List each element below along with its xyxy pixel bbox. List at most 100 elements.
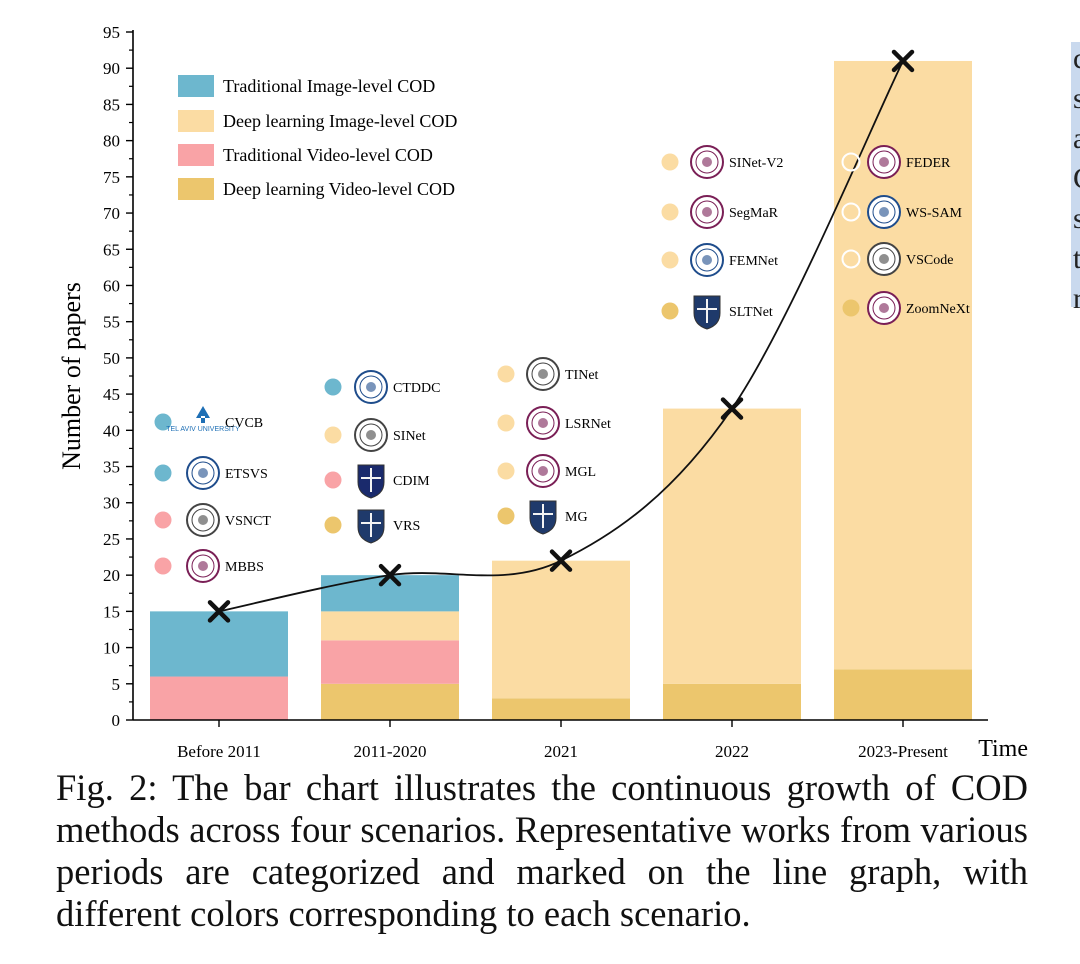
side-fragment-letter: a [1073,122,1080,155]
figure-caption: Fig. 2: The bar chart illustrates the co… [56,767,1028,934]
method-dot-ctddc [324,378,342,396]
method-label-ws-sam: WS-SAM [906,206,963,221]
lsrnet-university-seal-logo-core [538,418,548,428]
y-tick-label: 95 [103,23,120,42]
ctddc-university-seal-logo-inner [359,375,383,399]
method-dot-vrs [324,516,342,534]
y-tick-label: 65 [103,240,120,259]
method-dot-tinet [497,365,515,383]
side-fragment-letter: C [1073,162,1080,196]
method-dot-vsnct [154,511,172,529]
method-label-cdim: CDIM [393,474,430,489]
vsnct-university-seal-logo-core [198,515,208,525]
cvcb-tel-aviv-university-logo [196,406,210,423]
method-label-femnet: FEMNet [729,254,778,269]
method-label-zoomnext: ZoomNeXt [906,302,970,317]
method-label-sinet-v2: SINet-V2 [729,156,783,171]
cropped-side-text: csaCstr [1071,42,1080,342]
x-axis-title: Time [978,736,1028,762]
feder-university-seal-logo-core [879,157,889,167]
method-label-vrs: VRS [393,519,420,534]
cvcb-tel-aviv-university-logo-text: TEL AVIV UNIVERSITY [166,426,240,433]
bar-2011-2020-deep-learning-image-level-cod [321,611,459,641]
legend-label-deep-learning-image-level-cod: Deep learning Image-level COD [223,111,457,131]
mgl-university-seal-logo-inner [531,459,555,483]
legend-swatch-deep-learning-image-level-cod [178,110,214,132]
etsvs-university-seal-logo-core [198,468,208,478]
side-fragment-letter: s [1073,82,1080,115]
y-tick-label: 70 [103,204,120,223]
x-tick-label-before-2011: Before 2011 [177,742,261,761]
y-tick-label: 80 [103,132,120,151]
x-tick-label-2022: 2022 [715,742,749,761]
legend-label-traditional-image-level-cod: Traditional Image-level COD [223,76,435,96]
method-dot-lsrnet [497,414,515,432]
ctddc-university-seal-logo-core [366,382,376,392]
sinet-university-seal-logo-core [366,430,376,440]
bar-2021-deep-learning-video-level-cod [492,698,630,720]
bar-2022-deep-learning-image-level-cod [663,408,801,684]
method-label-cvcb: CVCB [225,416,263,431]
method-label-sltnet: SLTNet [729,305,773,320]
bar-2023-present-deep-learning-video-level-cod [834,669,972,720]
side-fragment-letter: s [1073,202,1080,235]
mgl-university-seal-logo-core [538,466,548,476]
y-tick-label: 20 [103,566,120,585]
lsrnet-university-seal-logo-inner [531,411,555,435]
method-label-segmar: SegMaR [729,206,779,221]
legend-swatch-traditional-video-level-cod [178,144,214,166]
method-dot-sinet-v2 [661,153,679,171]
y-tick-label: 60 [103,276,120,295]
side-fragment-letter: c [1073,42,1080,75]
sltnet-university-crest-logo-cross [697,299,717,323]
method-label-mbbs: MBBS [225,560,264,575]
method-label-ctddc: CTDDC [393,381,440,396]
legend-swatch-traditional-image-level-cod [178,75,214,97]
bar-2011-2020-deep-learning-video-level-cod [321,683,459,720]
x-tick-label-2021: 2021 [544,742,578,761]
y-tick-label: 85 [103,95,120,114]
method-dot-ws-sam [841,202,861,222]
legend-label-deep-learning-video-level-cod: Deep learning Video-level COD [223,179,455,199]
y-axis-title: Number of papers [57,282,86,470]
bar-before-2011-traditional-image-level-cod [150,611,288,677]
method-dot-cvcb [154,413,172,431]
vscode-university-seal-logo-inner [872,247,896,271]
y-tick-label: 0 [112,711,121,730]
zoomnext-university-seal-logo-core [879,303,889,313]
y-tick-label: 50 [103,349,120,368]
method-dot-femnet [661,251,679,269]
trend-marker-2023-present [891,49,915,73]
bar-before-2011-traditional-video-level-cod [150,676,288,720]
method-dot-mg [497,507,515,525]
method-label-feder: FEDER [906,156,951,171]
y-tick-label: 10 [103,639,120,658]
y-tick-label: 35 [103,458,120,477]
segmar-university-seal-logo-inner [695,200,719,224]
y-tick-label: 45 [103,385,120,404]
zoomnext-university-seal-logo-inner [872,296,896,320]
trend-marker-before-2011 [207,600,231,623]
bar-2011-2020-traditional-video-level-cod [321,640,459,684]
ws-sam-university-seal-logo-inner [872,200,896,224]
bar-chart: 0 5 10 15 20 25 30 35 40 45 50 55 60 65 70 75 80 85 90 95 Be… [57,23,1028,762]
mbbs-university-seal-logo-core [198,561,208,571]
vsnct-university-seal-logo-inner [191,508,215,532]
method-dot-etsvs [154,464,172,482]
method-dot-mgl [497,462,515,480]
ws-sam-university-seal-logo-core [879,207,889,217]
side-fragment-letter: r [1073,282,1080,315]
method-dot-sinet [324,426,342,444]
mbbs-university-seal-logo-inner [191,554,215,578]
method-label-sinet: SINet [393,429,426,444]
cdim-university-crest-logo-cross [361,468,381,492]
method-label-tinet: TINet [565,368,599,383]
tinet-university-seal-logo-core [538,369,548,379]
method-dot-cdim [324,471,342,489]
legend-swatch-deep-learning-video-level-cod [178,178,214,200]
method-label-vscode: VSCode [906,253,953,268]
x-tick-label-2023-present: 2023-Present [858,742,948,761]
method-label-vsnct: VSNCT [225,514,271,529]
method-dot-mbbs [154,557,172,575]
segmar-university-seal-logo-core [702,207,712,217]
